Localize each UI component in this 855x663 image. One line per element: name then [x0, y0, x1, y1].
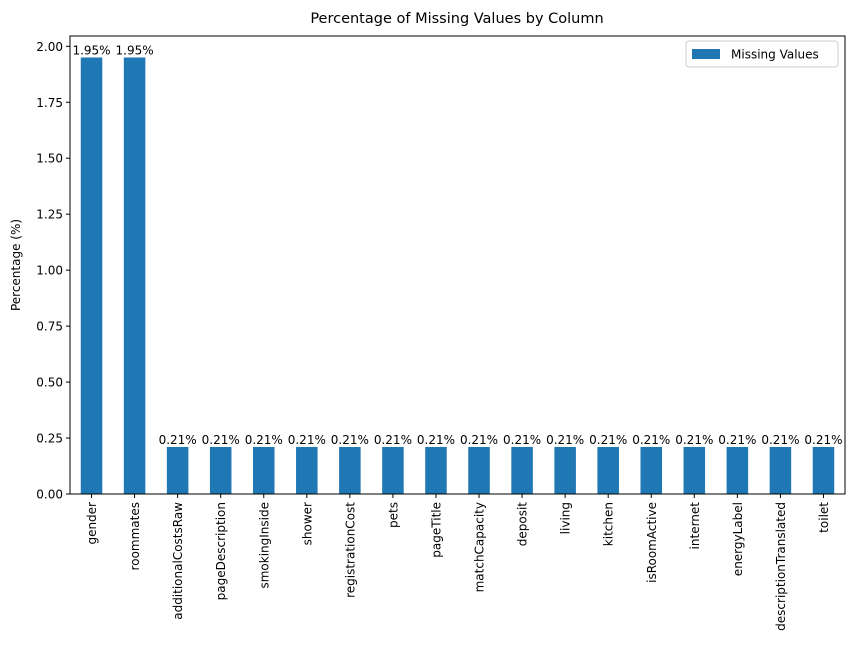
y-tick-label: 1.00 — [36, 264, 63, 278]
data-label: 0.21% — [374, 433, 412, 447]
data-label: 0.21% — [288, 433, 326, 447]
x-tick-label: pageTitle — [429, 502, 443, 558]
bar — [123, 57, 146, 494]
bar — [726, 446, 749, 494]
data-label: 0.21% — [546, 433, 584, 447]
x-tick-label: energyLabel — [731, 502, 745, 576]
bar — [683, 446, 706, 494]
x-tick-label: shower — [300, 502, 314, 545]
x-tick-label: registrationCost — [343, 502, 357, 598]
legend-box — [685, 40, 839, 68]
legend: Missing Values — [685, 40, 839, 68]
x-tick-label: isRoomActive — [645, 502, 659, 583]
bar — [296, 446, 318, 494]
bar — [209, 446, 232, 494]
data-label: 0.21% — [202, 433, 240, 447]
data-label: 0.21% — [331, 433, 369, 447]
y-axis: 0.00 0.25 0.50 0.75 1.00 1.25 1.50 1.75 2.00 — [36, 40, 70, 502]
bar — [80, 57, 103, 494]
y-tick-label: 1.75 — [36, 96, 63, 110]
data-label: 1.95% — [72, 43, 110, 57]
data-label: 1.95% — [116, 43, 154, 57]
bar — [339, 446, 361, 494]
bar — [640, 446, 663, 494]
legend-swatch — [692, 49, 720, 59]
x-tick-label: descriptionTranslated — [774, 502, 788, 631]
data-label: 0.21% — [589, 433, 627, 447]
data-label: 0.21% — [804, 433, 842, 447]
x-tick-label: gender — [85, 502, 99, 545]
x-tick-label: pets — [386, 502, 400, 528]
legend-label-missing-values: Missing Values — [731, 48, 819, 62]
bar — [812, 446, 835, 494]
x-tick-label: toilet — [817, 502, 831, 533]
x-tick-label: pageDescription — [214, 502, 228, 600]
x-tick-label: living — [559, 502, 573, 534]
data-labels: 1.95% 1.95% 0.21% 0.21% 0.21% 0.21% 0.21% 0.21%… — [72, 43, 842, 447]
x-tick-label: deposit — [516, 502, 530, 547]
y-tick-label: 0.50 — [36, 376, 63, 390]
bar — [511, 446, 533, 494]
bars — [80, 57, 835, 494]
y-axis-label: Percentage (%) — [9, 219, 23, 311]
x-tick-label: roommates — [128, 502, 142, 570]
data-label: 0.21% — [159, 433, 197, 447]
data-label: 0.21% — [718, 433, 756, 447]
bar — [468, 446, 490, 494]
y-tick-label: 1.25 — [36, 208, 63, 222]
x-tick-label: internet — [688, 502, 702, 550]
x-axis: gender roommates additionalCostsRaw pageDes… — [85, 494, 831, 631]
y-tick-label: 0.75 — [36, 320, 63, 334]
bar — [554, 446, 576, 494]
y-tick-label: 2.00 — [36, 40, 63, 54]
x-tick-label: matchCapacity — [473, 502, 487, 592]
data-label: 0.21% — [460, 433, 498, 447]
y-tick-label: 0.00 — [36, 488, 63, 502]
bar — [769, 446, 792, 494]
data-label: 0.21% — [632, 433, 670, 447]
bar — [382, 446, 404, 494]
bar — [252, 446, 275, 494]
x-tick-label: additionalCostsRaw — [171, 502, 185, 620]
data-label: 0.21% — [417, 433, 455, 447]
x-tick-label: kitchen — [602, 502, 616, 546]
data-label: 0.21% — [503, 433, 541, 447]
y-tick-label: 0.25 — [36, 432, 63, 446]
x-tick-label: smokingInside — [257, 502, 271, 589]
y-tick-label: 1.50 — [36, 152, 63, 166]
data-label: 0.21% — [675, 433, 713, 447]
plot-frame — [69, 35, 846, 495]
data-label: 0.21% — [245, 433, 283, 447]
bar — [597, 446, 619, 494]
bar — [425, 446, 447, 494]
data-label: 0.21% — [761, 433, 799, 447]
bar — [166, 446, 189, 494]
chart-title: Percentage of Missing Values by Column — [310, 11, 603, 27]
